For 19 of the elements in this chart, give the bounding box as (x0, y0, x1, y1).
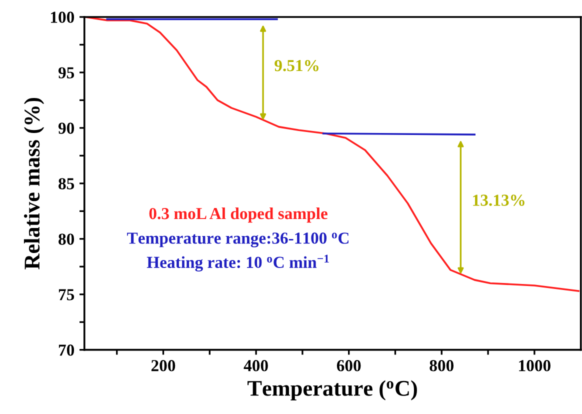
x-tick-label: 1000 (519, 360, 550, 372)
y-tick-label: 90 (58, 122, 74, 134)
x-tick-label: 600 (336, 360, 361, 372)
y-tick-label: 95 (58, 67, 74, 78)
x-axis-title: Temperature ($^{o}$C) (248, 380, 417, 400)
y-tick-label: 100 (51, 12, 74, 23)
annotation: 13.13% (473, 194, 524, 206)
annotation: Temperature range:36-1100 $^{o}$C (127, 232, 348, 248)
annotation: 9.51% (274, 60, 318, 72)
x-tick-label: 200 (151, 360, 176, 372)
y-tick-label: 75 (58, 289, 74, 300)
x-tick-label: 800 (430, 360, 454, 372)
y-tick-label: 85 (58, 178, 74, 190)
y-tick-label: 70 (58, 344, 74, 356)
x-tick-label: 400 (244, 360, 268, 372)
y-axis-title: Relative mass (%) (24, 98, 44, 270)
annotation: Heating rate: 10 $^{o}$C min$^{−1}$ (146, 254, 329, 272)
y-tick-label: 80 (58, 234, 74, 245)
annotation: 0.3 moL Al doped sample (149, 207, 328, 223)
